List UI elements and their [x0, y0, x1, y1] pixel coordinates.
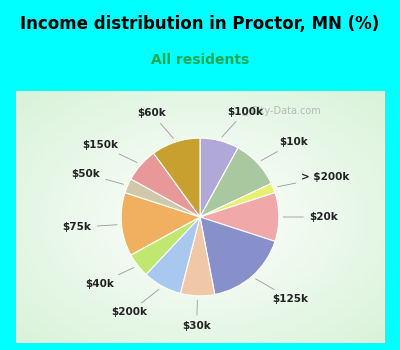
- Text: Ⓜ City-Data.com: Ⓜ City-Data.com: [242, 106, 320, 116]
- Text: Income distribution in Proctor, MN (%): Income distribution in Proctor, MN (%): [20, 15, 380, 34]
- Wedge shape: [180, 217, 215, 296]
- Text: All residents: All residents: [151, 52, 249, 66]
- Text: $60k: $60k: [138, 108, 173, 138]
- Text: $40k: $40k: [85, 267, 134, 289]
- Wedge shape: [131, 153, 200, 217]
- Wedge shape: [131, 217, 200, 274]
- Text: $20k: $20k: [283, 212, 338, 222]
- Text: $100k: $100k: [222, 106, 263, 137]
- Wedge shape: [125, 179, 200, 217]
- Wedge shape: [200, 193, 279, 242]
- Text: $10k: $10k: [261, 138, 308, 161]
- Wedge shape: [154, 138, 200, 217]
- Text: $30k: $30k: [182, 300, 211, 331]
- Text: $75k: $75k: [63, 222, 117, 232]
- Wedge shape: [200, 138, 238, 217]
- Wedge shape: [146, 217, 200, 293]
- Text: $125k: $125k: [256, 279, 308, 304]
- Text: > $200k: > $200k: [278, 172, 350, 187]
- Wedge shape: [200, 183, 275, 217]
- Text: $150k: $150k: [82, 140, 137, 163]
- Text: $50k: $50k: [71, 169, 124, 184]
- Wedge shape: [200, 148, 271, 217]
- Wedge shape: [200, 217, 275, 294]
- Wedge shape: [121, 193, 200, 255]
- Text: $200k: $200k: [112, 289, 159, 317]
